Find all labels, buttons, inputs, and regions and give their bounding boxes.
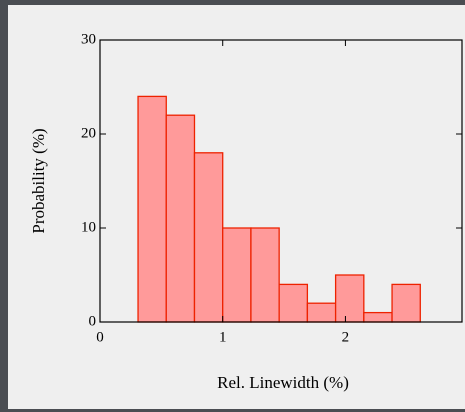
- bar: [250, 227, 280, 323]
- bar: [306, 302, 337, 323]
- x-tick-label: 2: [342, 329, 350, 345]
- bar: [137, 95, 167, 323]
- x-axis-label: Rel. Linewidth (%): [217, 373, 349, 392]
- bar: [363, 311, 393, 323]
- bar: [165, 114, 196, 323]
- y-tick-label: 30: [81, 31, 96, 47]
- y-tick-label: 0: [89, 313, 97, 329]
- y-tick-label: 20: [81, 125, 96, 141]
- panel: [8, 5, 465, 409]
- bar: [278, 283, 309, 323]
- bar: [391, 283, 421, 323]
- bar: [193, 152, 224, 323]
- x-tick-label: 1: [219, 329, 227, 345]
- y-tick-label: 10: [81, 219, 96, 235]
- y-axis-label: Probability (%): [29, 128, 48, 233]
- bar: [222, 227, 252, 323]
- x-tick-label: 0: [96, 329, 104, 345]
- plot-frame: [99, 39, 463, 323]
- bar: [334, 274, 365, 323]
